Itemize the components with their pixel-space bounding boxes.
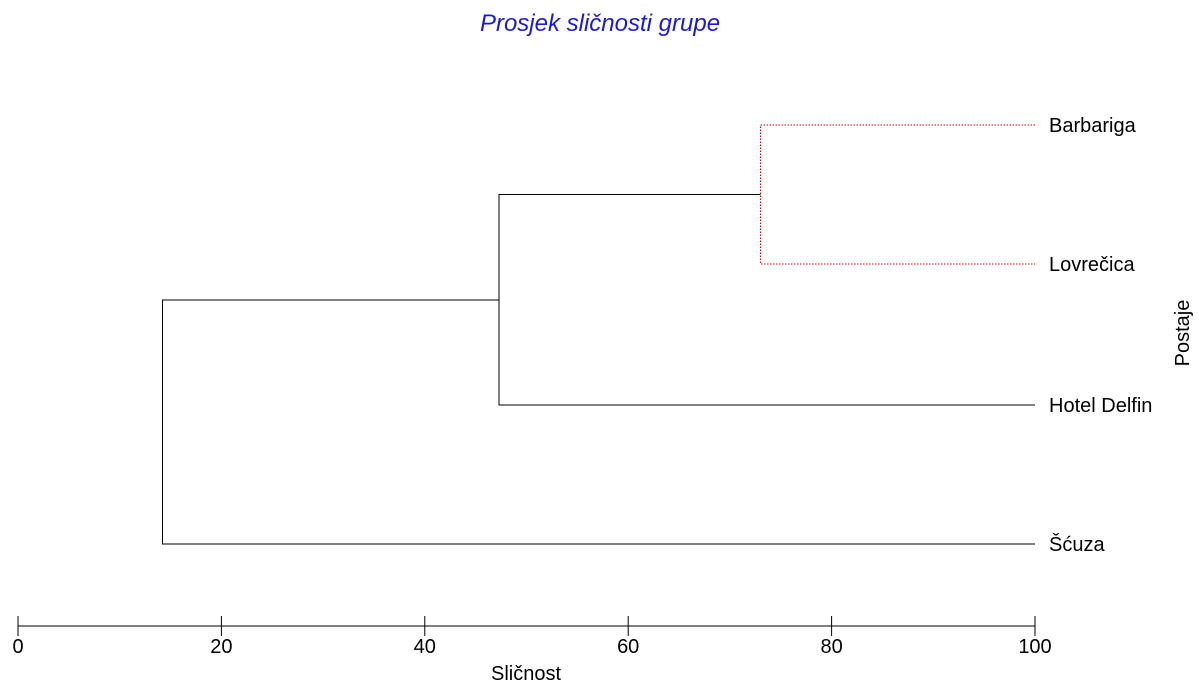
chart-title: Prosjek sličnosti grupe bbox=[480, 10, 720, 37]
x-tick-label: 40 bbox=[414, 636, 436, 658]
y-axis-label: Postaje bbox=[1172, 300, 1194, 367]
merge-2 bbox=[498, 194, 1035, 406]
leaf-label: Hotel Delfin bbox=[1049, 395, 1152, 417]
x-tick-label: 0 bbox=[12, 636, 23, 658]
x-axis: 0 20 40 60 80 100 bbox=[12, 616, 1052, 658]
x-tick-label: 80 bbox=[820, 636, 842, 658]
merge-1 bbox=[759, 124, 1035, 265]
dendrogram-branch bbox=[759, 124, 1035, 265]
leaf-label: Lovrečica bbox=[1049, 254, 1135, 276]
x-ticks: 0 20 40 60 80 100 bbox=[12, 616, 1052, 658]
leaf-label: Barbariga bbox=[1049, 115, 1137, 137]
merge-3 bbox=[161, 299, 1035, 545]
dendrogram-branches bbox=[161, 124, 1035, 545]
x-tick-label: 60 bbox=[617, 636, 639, 658]
x-axis-label: Sličnost bbox=[491, 663, 561, 684]
leaf-labels: Barbariga Lovrečica Hotel Delfin Šćuza bbox=[1049, 115, 1152, 556]
dendrogram-branch bbox=[498, 194, 1035, 406]
dendrogram-branch bbox=[161, 299, 1035, 545]
x-tick-label: 100 bbox=[1018, 636, 1051, 658]
leaf-label: Šćuza bbox=[1049, 533, 1105, 556]
x-tick-label: 20 bbox=[210, 636, 232, 658]
